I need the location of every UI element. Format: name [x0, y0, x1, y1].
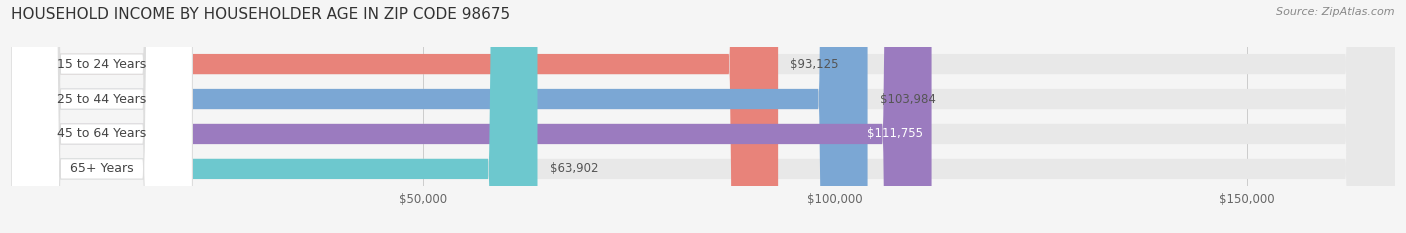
- FancyBboxPatch shape: [11, 0, 193, 233]
- Text: Source: ZipAtlas.com: Source: ZipAtlas.com: [1277, 7, 1395, 17]
- FancyBboxPatch shape: [11, 0, 868, 233]
- FancyBboxPatch shape: [11, 0, 537, 233]
- FancyBboxPatch shape: [11, 0, 1395, 233]
- Text: 25 to 44 Years: 25 to 44 Years: [58, 93, 146, 106]
- FancyBboxPatch shape: [11, 0, 193, 233]
- Text: $93,125: $93,125: [790, 58, 839, 71]
- Text: $111,755: $111,755: [868, 127, 924, 140]
- FancyBboxPatch shape: [11, 0, 778, 233]
- FancyBboxPatch shape: [11, 0, 932, 233]
- Text: 65+ Years: 65+ Years: [70, 162, 134, 175]
- Text: HOUSEHOLD INCOME BY HOUSEHOLDER AGE IN ZIP CODE 98675: HOUSEHOLD INCOME BY HOUSEHOLDER AGE IN Z…: [11, 7, 510, 22]
- FancyBboxPatch shape: [11, 0, 193, 233]
- FancyBboxPatch shape: [11, 0, 193, 233]
- Text: 45 to 64 Years: 45 to 64 Years: [58, 127, 146, 140]
- FancyBboxPatch shape: [11, 0, 1395, 233]
- Text: $103,984: $103,984: [880, 93, 936, 106]
- Text: $63,902: $63,902: [550, 162, 599, 175]
- FancyBboxPatch shape: [11, 0, 1395, 233]
- Text: 15 to 24 Years: 15 to 24 Years: [58, 58, 146, 71]
- FancyBboxPatch shape: [11, 0, 1395, 233]
